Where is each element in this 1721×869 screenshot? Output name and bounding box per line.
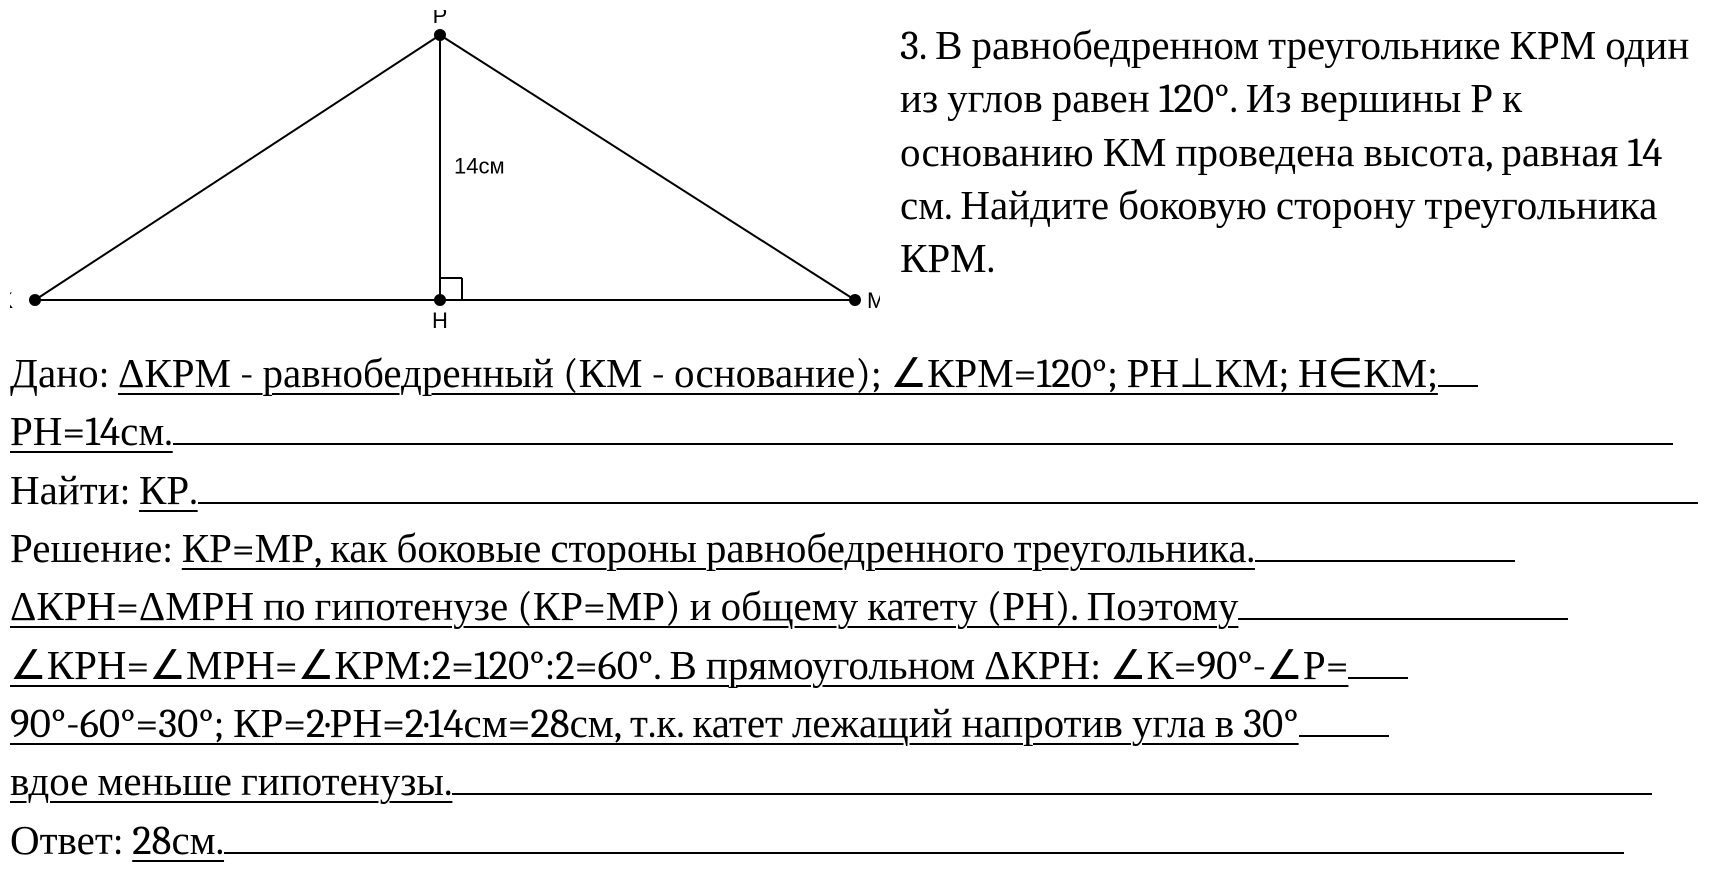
solution-text-5: вдое меньше гипотенузы.	[10, 759, 452, 806]
problem-statement: 3. В равнобедренном треугольнике КРМ оди…	[900, 10, 1701, 286]
line-fill	[1238, 577, 1568, 620]
answer-line: Ответ: 28см.	[10, 811, 1701, 869]
triangle-diagram: K P M H 14см	[10, 10, 880, 344]
given-text-1: ΔКРМ - равнобедренный (КМ - основание); …	[118, 351, 1438, 398]
line-fill	[1255, 519, 1515, 562]
line-fill	[198, 461, 1698, 504]
solution-label: Решение:	[10, 526, 182, 573]
solution-line-1: Решение: КР=МР, как боковые стороны равн…	[10, 519, 1701, 577]
solution-line-4: 90°-60°=30°; КР=2·РН=2·14см=28см, т.к. к…	[10, 694, 1701, 752]
given-text-2: РН=14см.	[10, 409, 173, 456]
svg-text:M: M	[867, 288, 880, 313]
solution-text-2: ΔКРН=ΔМРН по гипотенузе (КР=МР) и общему…	[10, 584, 1238, 631]
solution-line-2: ΔКРН=ΔМРН по гипотенузе (КР=МР) и общему…	[10, 577, 1701, 635]
solution-text-3: ∠КРН=∠МРН=∠КРМ:2=120°:2=60°. В прямоугол…	[10, 643, 1348, 690]
answer-label: Ответ:	[10, 818, 132, 865]
line-fill	[1299, 694, 1389, 737]
line-fill	[1438, 344, 1478, 387]
solution-text-4: 90°-60°=30°; КР=2·РН=2·14см=28см, т.к. к…	[10, 701, 1299, 748]
answer-text: 28см.	[132, 818, 224, 865]
svg-text:14см: 14см	[454, 154, 505, 179]
solution-line-5: вдое меньше гипотенузы.	[10, 752, 1701, 810]
line-fill	[1348, 636, 1408, 679]
solution-text-1: КР=МР, как боковые стороны равнобедренно…	[182, 526, 1255, 573]
find-text: КР.	[139, 468, 198, 515]
given-label: Дано:	[10, 351, 118, 398]
solution-line-3: ∠КРН=∠МРН=∠КРМ:2=120°:2=60°. В прямоугол…	[10, 636, 1701, 694]
svg-text:P: P	[433, 10, 448, 28]
find-line: Найти: КР.	[10, 461, 1701, 519]
given-line-1: Дано: ΔКРМ - равнобедренный (КМ - основа…	[10, 344, 1701, 402]
svg-text:K: K	[10, 288, 13, 313]
find-label: Найти:	[10, 468, 139, 515]
given-line-2: РН=14см.	[10, 402, 1701, 460]
line-fill	[224, 811, 1624, 854]
line-fill	[173, 402, 1673, 445]
line-fill	[452, 752, 1652, 795]
svg-text:H: H	[432, 308, 448, 333]
triangle-svg: K P M H 14см	[10, 10, 880, 340]
